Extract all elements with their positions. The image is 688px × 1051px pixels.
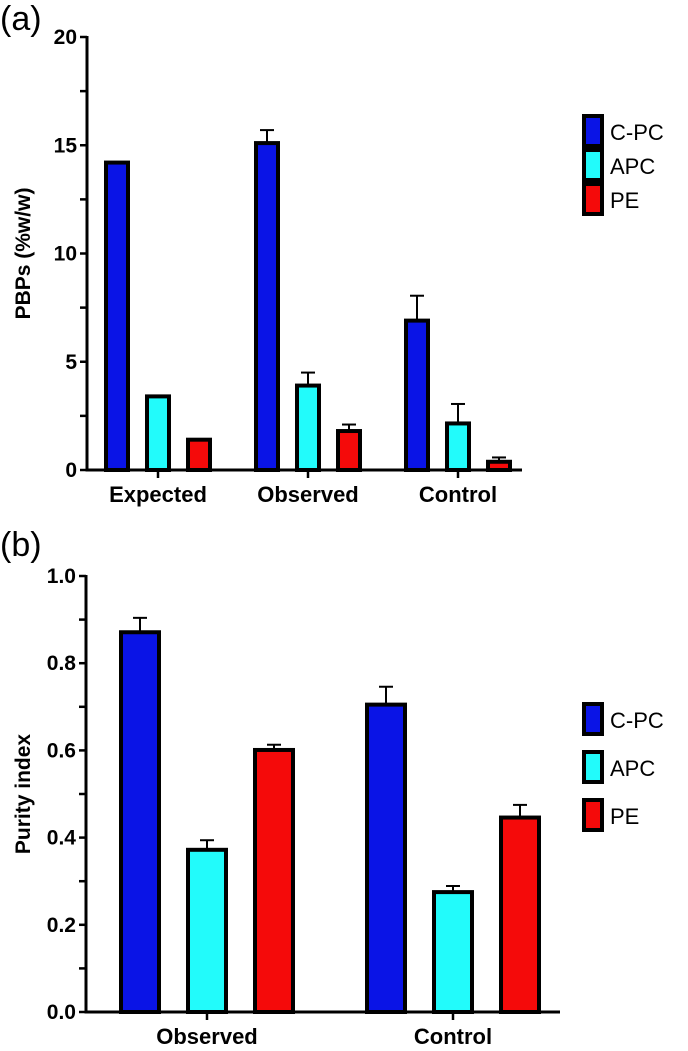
y-tick-label: 15 [54, 134, 78, 157]
bar-apc-control [445, 421, 471, 473]
y-tick-label: 0.4 [47, 827, 77, 850]
panel-label: (b) [0, 526, 42, 564]
y-tick-label: 20 [54, 26, 77, 49]
panel-label: (a) [0, 0, 42, 38]
bar-apc-control [432, 890, 474, 1014]
y-tick-label: 5 [65, 351, 77, 374]
bar-c-pc-expected [104, 160, 130, 472]
legend-swatch-c-pc [582, 114, 604, 148]
bar-apc-expected [145, 394, 171, 473]
y-axis-label: PBPs (%w/w) [12, 188, 35, 320]
bar-pe-control [486, 459, 512, 473]
x-tick-label: Control [414, 1024, 492, 1049]
y-tick-label: 0 [65, 459, 77, 482]
bar-pe-expected [186, 437, 212, 473]
legend-label: APC [610, 756, 655, 781]
y-tick-label: 0.8 [47, 652, 77, 675]
legend-label: PE [610, 804, 639, 829]
legend-label: C-PC [610, 708, 664, 733]
bar-apc-observed [295, 383, 321, 472]
x-tick-label: Expected [109, 482, 207, 507]
bar-c-pc-control [404, 318, 430, 472]
bar-apc-observed [186, 847, 228, 1014]
bar-pe-observed [253, 747, 295, 1014]
legend-swatch-c-pc [582, 702, 604, 736]
legend-label: PE [610, 188, 639, 213]
x-tick-label: Observed [156, 1024, 258, 1049]
bar-c-pc-observed [254, 141, 280, 473]
legend-label: C-PC [610, 120, 664, 145]
x-tick-label: Control [419, 482, 497, 507]
y-tick-label: 0.6 [47, 739, 76, 762]
bar-pe-control [499, 815, 541, 1014]
bar-c-pc-control [365, 702, 407, 1014]
legend-swatch-apc [582, 148, 604, 182]
y-tick-label: 1.0 [47, 565, 76, 588]
chart-panel-b: (b) Purity index 0.0 0.2 0.4 0.6 0.8 1.0 Observe… [0, 526, 664, 1049]
bar-c-pc-observed [119, 630, 161, 1015]
legend-swatch-apc [582, 750, 604, 784]
legend-label: APC [610, 154, 655, 179]
y-tick-label: 0.2 [47, 914, 76, 937]
legend-swatch-pe [582, 798, 604, 832]
y-axis-label: Purity index [12, 734, 35, 855]
y-tick-label: 10 [54, 243, 77, 266]
y-tick-label: 0.0 [47, 1001, 76, 1024]
x-tick-label: Observed [257, 482, 359, 507]
bar-pe-observed [336, 429, 362, 472]
chart-panel-a: (a) PBPs (%w/w) 0 5 10 15 20 Expected Observed Co… [0, 0, 664, 507]
legend-swatch-pe [582, 182, 604, 216]
